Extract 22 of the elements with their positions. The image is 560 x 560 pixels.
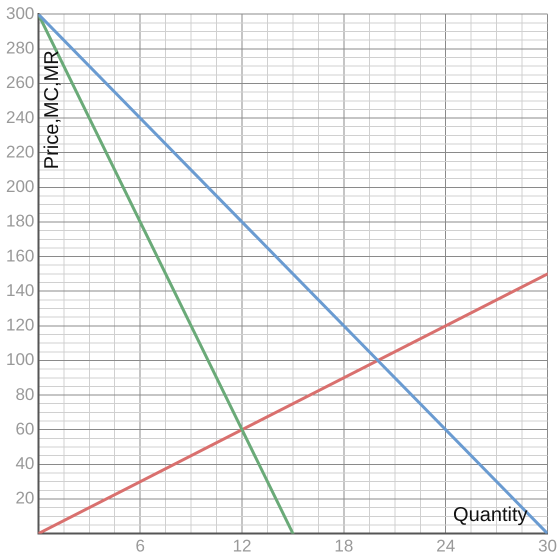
x-tick-label: 24 [436,536,456,556]
y-tick-label: 200 [6,177,34,196]
x-tick-label: 18 [334,536,354,556]
x-tick-label: 30 [538,536,558,556]
y-tick-label: 60 [15,419,34,438]
y-tick-label: 300 [6,4,34,23]
y-tick-label: 180 [6,212,34,231]
y-axis-title: Price,MC,MR [40,50,63,170]
x-tick-label: 6 [135,536,145,556]
y-tick-label: 20 [15,488,34,508]
y-tick-label: 240 [6,108,34,127]
y-tick-label: 260 [6,73,34,92]
y-tick-label: 80 [15,384,34,404]
x-tick-label: 12 [232,536,252,556]
y-tick-label: 40 [15,454,34,474]
x-axis-title: Quantity [453,504,528,526]
y-tick-label: 160 [6,246,34,266]
y-tick-label: 120 [6,316,34,335]
y-tick-label: 280 [6,38,34,58]
y-tick-label: 100 [6,350,34,370]
y-tick-label: 140 [6,280,34,300]
y-tick-label: 220 [6,142,34,162]
